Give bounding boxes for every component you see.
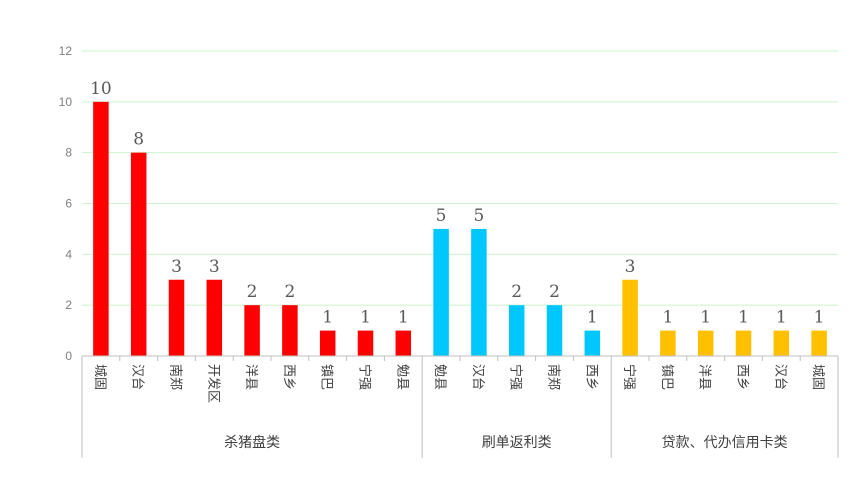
bar	[93, 101, 109, 356]
data-label: 2	[247, 282, 258, 302]
data-label: 1	[662, 308, 673, 328]
bar	[395, 330, 412, 356]
y-tick-label: 12	[59, 44, 73, 58]
category-label: 汉台	[772, 364, 787, 390]
data-label: 3	[625, 257, 636, 277]
category-label: 勉县	[394, 364, 409, 390]
data-label: 1	[398, 308, 409, 328]
data-label: 1	[814, 308, 825, 328]
category-label: 西乡	[281, 364, 296, 390]
bar	[773, 330, 790, 356]
bar	[244, 305, 260, 356]
y-tick-label: 4	[65, 247, 72, 261]
bar	[357, 330, 374, 356]
data-label: 8	[133, 130, 144, 150]
bar	[584, 330, 601, 356]
category-label: 镇巴	[319, 364, 334, 390]
y-axis-ticks: 0 2 4 6 8 10 12	[59, 44, 73, 363]
data-label: 5	[473, 206, 484, 226]
data-label: 1	[738, 308, 749, 328]
category-label: 镇巴	[659, 364, 674, 390]
bar	[471, 228, 487, 356]
category-label: 宁强	[621, 364, 637, 390]
data-label: 1	[322, 308, 333, 328]
category-label: 城固	[92, 364, 107, 390]
category-label: 开发区	[205, 364, 221, 403]
category-label: 宁强	[508, 364, 524, 390]
category-label: 洋县	[697, 364, 712, 390]
data-label: 2	[549, 282, 560, 302]
category-label: 南郑	[546, 364, 562, 390]
category-label: 勉县	[432, 364, 447, 390]
group-label: 刷单返利类	[482, 435, 552, 451]
bar	[546, 305, 563, 356]
data-label: 2	[511, 282, 522, 302]
y-tick-label: 0	[65, 349, 72, 363]
data-label: 1	[587, 308, 598, 328]
bar	[130, 152, 147, 356]
bars: 10 8 3 3 2 2 1 1 1 5 5 2 2 1 3 1 1 1 1 1	[90, 79, 827, 356]
bar	[735, 330, 752, 356]
data-label: 1	[776, 308, 787, 328]
data-label: 3	[209, 257, 220, 277]
category-label: 汉台	[130, 364, 145, 390]
group-label: 贷款、代办信用卡类	[662, 435, 788, 451]
bar	[622, 279, 638, 356]
data-label: 1	[360, 308, 371, 328]
bar	[811, 330, 827, 356]
bar	[206, 279, 223, 356]
data-label: 5	[436, 206, 447, 226]
y-tick-label: 2	[65, 298, 72, 312]
bar	[319, 330, 336, 356]
category-label: 南郑	[168, 364, 184, 390]
bar	[660, 330, 676, 356]
category-label: 城固	[810, 364, 825, 390]
category-label: 西乡	[583, 364, 598, 390]
bar	[282, 305, 298, 356]
group-label: 杀猪盘类	[224, 434, 280, 451]
bar	[168, 279, 185, 356]
category-label: 洋县	[243, 364, 258, 390]
y-tick-label: 8	[65, 146, 72, 160]
category-label: 宁强	[357, 364, 373, 390]
bar	[697, 330, 714, 356]
bar	[433, 228, 449, 356]
y-tick-label: 10	[59, 95, 73, 109]
data-label: 3	[171, 257, 182, 277]
data-label: 10	[90, 79, 112, 99]
bar	[508, 305, 525, 356]
category-label: 西乡	[735, 364, 750, 390]
category-label: 汉台	[470, 364, 485, 390]
y-tick-label: 6	[65, 197, 72, 211]
data-label: 2	[284, 282, 295, 302]
gridlines	[82, 50, 838, 306]
data-label: 1	[700, 308, 711, 328]
